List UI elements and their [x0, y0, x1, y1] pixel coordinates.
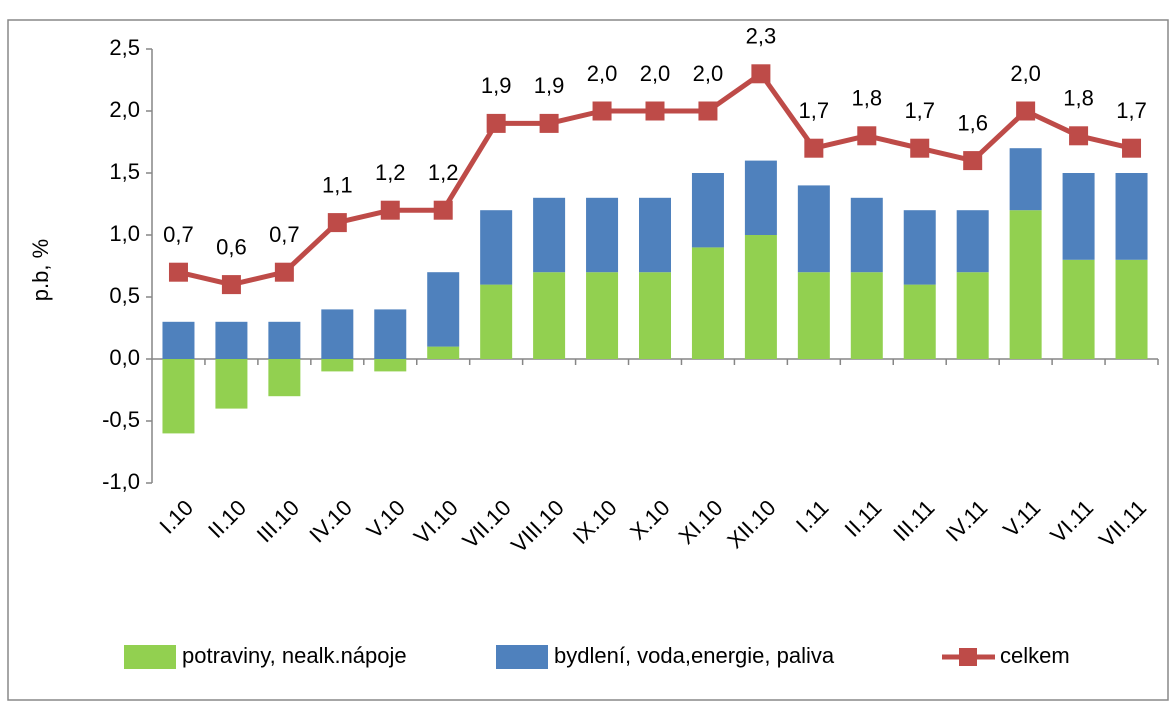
bar — [586, 272, 619, 359]
line-marker — [1122, 138, 1142, 158]
line-marker — [380, 200, 400, 220]
data-label: 2,0 — [1010, 61, 1041, 86]
bar — [215, 359, 248, 409]
line-marker — [486, 113, 506, 133]
bar — [1062, 259, 1095, 359]
line-marker — [433, 200, 453, 220]
y-tick-label: 1,5 — [109, 159, 140, 184]
data-label: 0,6 — [216, 234, 247, 259]
line-marker — [221, 275, 241, 295]
line-marker — [857, 126, 877, 146]
bar — [162, 359, 195, 434]
data-label: 1,8 — [1063, 86, 1094, 111]
bar — [374, 359, 407, 372]
bar — [956, 272, 989, 359]
line-marker — [910, 138, 930, 158]
data-label: 1,2 — [375, 160, 406, 185]
line-marker — [645, 101, 665, 121]
legend-label: celkem — [1000, 643, 1070, 668]
y-tick-label: 0,5 — [109, 283, 140, 308]
data-label: 0,7 — [269, 222, 300, 247]
data-label: 1,7 — [1116, 98, 1147, 123]
bar — [321, 359, 354, 372]
bar — [691, 173, 724, 248]
bar — [956, 210, 989, 273]
bar — [850, 272, 883, 359]
line-marker — [592, 101, 612, 121]
data-label: 1,9 — [534, 73, 565, 98]
line-marker — [539, 113, 559, 133]
y-tick-label: -0,5 — [102, 407, 140, 432]
bar — [480, 284, 513, 359]
bar — [533, 197, 566, 273]
bar — [268, 359, 301, 397]
bar — [480, 210, 513, 285]
bar — [1062, 173, 1095, 260]
bar — [1009, 210, 1042, 359]
data-label: 1,1 — [322, 172, 353, 197]
bar — [903, 210, 936, 285]
legend-swatch — [959, 648, 977, 666]
line-marker — [274, 262, 294, 282]
data-label: 1,7 — [799, 98, 830, 123]
y-tick-label: 2,5 — [109, 35, 140, 60]
bar — [268, 321, 301, 359]
data-label: 1,2 — [428, 160, 459, 185]
bar — [162, 321, 195, 359]
line-marker — [698, 101, 718, 121]
data-label: 2,0 — [640, 61, 671, 86]
bar — [797, 185, 830, 273]
y-tick-label: 1,0 — [109, 221, 140, 246]
line-marker — [168, 262, 188, 282]
bar — [639, 197, 671, 273]
data-label: 1,6 — [957, 110, 988, 135]
bar — [1009, 148, 1042, 211]
y-tick-label: 0,0 — [109, 345, 140, 370]
y-tick-label: -1,0 — [102, 469, 140, 494]
legend-swatch — [124, 645, 176, 669]
bar — [427, 272, 460, 347]
bar — [427, 346, 460, 359]
bar — [691, 247, 724, 359]
legend-label: potraviny, nealk.nápoje — [182, 643, 407, 668]
bar — [850, 197, 883, 273]
data-label: 1,8 — [851, 86, 882, 111]
bar — [586, 197, 619, 273]
bar — [321, 309, 354, 359]
bar — [744, 235, 777, 359]
data-label: 2,3 — [746, 24, 777, 49]
bar — [533, 272, 566, 359]
data-label: 2,0 — [693, 61, 724, 86]
line-marker — [751, 64, 771, 84]
line-marker — [804, 138, 824, 158]
legend-swatch — [496, 645, 548, 669]
bar — [903, 284, 936, 359]
bar — [1115, 173, 1148, 260]
bar — [1115, 259, 1148, 359]
bar — [215, 321, 248, 359]
y-tick-label: 2,0 — [109, 97, 140, 122]
bar — [374, 309, 407, 359]
bar — [797, 272, 830, 359]
chart-frame — [7, 19, 1169, 701]
y-axis-label: p.b, % — [28, 239, 53, 301]
data-label: 1,7 — [904, 98, 935, 123]
line-marker — [1016, 101, 1036, 121]
data-label: 1,9 — [481, 73, 512, 98]
bar — [744, 160, 777, 235]
bar — [639, 272, 671, 359]
line-marker — [1069, 126, 1089, 146]
legend-label: bydlení, voda,energie, paliva — [554, 643, 835, 668]
line-marker — [963, 151, 983, 171]
data-label: 0,7 — [163, 222, 194, 247]
data-label: 2,0 — [587, 61, 618, 86]
line-marker — [327, 213, 347, 233]
